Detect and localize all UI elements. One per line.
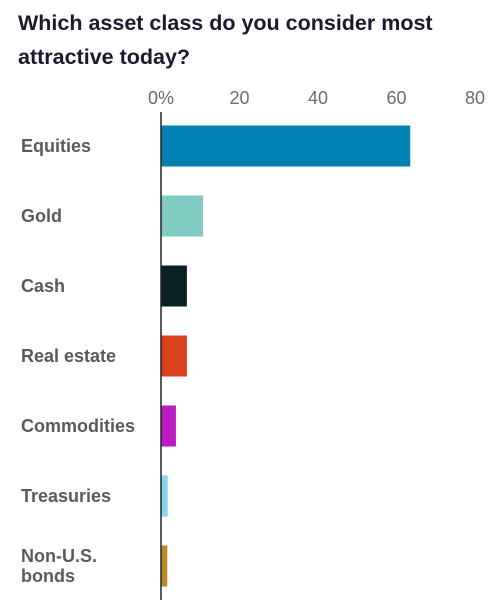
bar — [161, 475, 168, 517]
x-tick-label: 20 — [229, 88, 249, 108]
bar — [161, 125, 411, 167]
category-label: Non-U.S. — [21, 546, 97, 566]
category-label: Cash — [21, 276, 65, 296]
category-label: bonds — [21, 566, 75, 586]
x-tick-label: 60 — [386, 88, 406, 108]
bar — [161, 195, 203, 237]
category-label: Equities — [21, 136, 91, 156]
x-tick-label: 80 — [465, 88, 485, 108]
category-label: Gold — [21, 206, 62, 226]
x-tick-label: 0% — [148, 88, 174, 108]
category-label: Treasuries — [21, 486, 111, 506]
x-tick-label: 40 — [308, 88, 328, 108]
category-label: Real estate — [21, 346, 116, 366]
chart-title: Which asset class do you consider most a… — [18, 11, 433, 69]
bar — [161, 265, 187, 307]
bar — [161, 545, 168, 587]
bar — [161, 405, 176, 447]
bar — [161, 335, 187, 377]
category-label: Commodities — [21, 416, 135, 436]
